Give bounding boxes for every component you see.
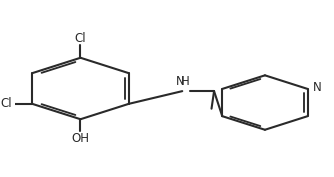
Text: Cl: Cl (0, 97, 12, 110)
Text: N: N (176, 76, 185, 88)
Text: Cl: Cl (75, 32, 86, 45)
Text: N: N (313, 81, 322, 94)
Text: OH: OH (71, 132, 90, 145)
Text: H: H (181, 76, 190, 88)
